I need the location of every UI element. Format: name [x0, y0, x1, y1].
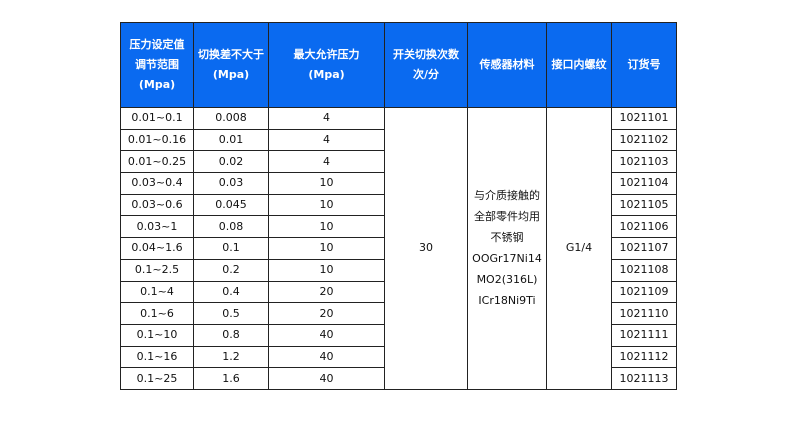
column-header: 订货号: [611, 22, 677, 108]
max-pressure-cell: 10: [268, 172, 385, 195]
max-pressure-cell: 10: [268, 258, 385, 282]
thread-cell: G1/4: [546, 107, 612, 390]
pressure-range-cell: 0.01~0.25: [120, 150, 194, 174]
switch-difference-cell: 0.03: [193, 172, 269, 195]
order-number-cell: 1021112: [611, 345, 677, 369]
pressure-range-cell: 0.01~0.1: [120, 107, 194, 130]
pressure-range-cell: 0.1~2.5: [120, 258, 194, 282]
column-header: 接口内螺纹: [546, 22, 612, 108]
table-row: 0.03~1 0.08 10 1021106: [120, 215, 677, 239]
switch-difference-cell: 0.01: [193, 128, 269, 152]
header-line: 订货号: [627, 58, 661, 71]
switch-difference-cell: 0.8: [193, 323, 269, 347]
max-pressure-cell: 20: [268, 280, 385, 304]
switch-difference-cell: 0.045: [193, 193, 269, 217]
table-row: 0.1~16 1.2 40 1021112: [120, 345, 677, 369]
max-pressure-cell: 4: [268, 128, 385, 152]
order-number-cell: 1021109: [611, 280, 677, 304]
material-line: ICr18Ni9Ti: [478, 294, 536, 308]
column-header: 传感器材料: [467, 22, 547, 108]
order-number-cell: 1021108: [611, 258, 677, 282]
max-pressure-cell: 10: [268, 215, 385, 239]
table-row: 0.01~0.25 0.02 4 1021103: [120, 150, 677, 174]
switch-difference-cell: 0.2: [193, 258, 269, 282]
switch-difference-cell: 1.6: [193, 367, 269, 390]
order-number-cell: 1021103: [611, 150, 677, 174]
order-number-cell: 1021111: [611, 323, 677, 347]
column-header: 开关切换次数 次/分: [384, 22, 468, 108]
spec-table: 压力设定值调节范围 (Mpa) 切换差不大于 (Mpa) 最大允许压力 (Mpa) 开关切换…: [120, 22, 677, 390]
order-number-cell: 1021101: [611, 107, 677, 130]
switch-difference-cell: 0.4: [193, 280, 269, 304]
material-line: 不锈钢: [490, 231, 524, 245]
max-pressure-cell: 4: [268, 150, 385, 174]
header-line: 次/分: [412, 68, 440, 81]
header-line: 切换差不大于: [198, 48, 264, 61]
pressure-range-cell: 0.1~16: [120, 345, 194, 369]
pressure-range-cell: 0.04~1.6: [120, 237, 194, 260]
sensor-material-cell: 与介质接触的 全部零件均用 不锈钢 OOGr17Ni14 MO2(316L) ICr18N…: [467, 107, 547, 390]
pressure-range-cell: 0.03~1: [120, 215, 194, 239]
switch-difference-cell: 0.008: [193, 107, 269, 130]
header-row: 压力设定值调节范围 (Mpa) 切换差不大于 (Mpa) 最大允许压力 (Mpa) 开关切换…: [120, 22, 677, 108]
order-number-cell: 1021113: [611, 367, 677, 390]
order-number-cell: 1021107: [611, 237, 677, 260]
header-line: (Mpa): [212, 68, 250, 81]
table-row: 0.04~1.6 0.1 10 1021107: [120, 237, 677, 260]
header-line: 最大允许压力: [293, 48, 360, 61]
order-number-cell: 1021110: [611, 302, 677, 325]
table-row: 0.01~0.16 0.01 4 1021102: [120, 128, 677, 152]
order-number-cell: 1021105: [611, 193, 677, 217]
material-line: MO2(316L): [476, 273, 538, 287]
max-pressure-cell: 4: [268, 107, 385, 130]
material-line: OOGr17Ni14: [472, 252, 542, 266]
pressure-range-cell: 0.03~0.6: [120, 193, 194, 217]
header-line: 调节范围: [135, 58, 179, 71]
table-row: 0.1~25 1.6 40 1021113: [120, 367, 677, 390]
order-number-cell: 1021106: [611, 215, 677, 239]
pressure-range-cell: 0.1~4: [120, 280, 194, 304]
order-number-cell: 1021104: [611, 172, 677, 195]
pressure-range-cell: 0.1~6: [120, 302, 194, 325]
pressure-range-cell: 0.03~0.4: [120, 172, 194, 195]
max-pressure-cell: 40: [268, 323, 385, 347]
table-row: 0.03~0.6 0.045 10 1021105: [120, 193, 677, 217]
max-pressure-cell: 10: [268, 237, 385, 260]
switch-difference-cell: 0.5: [193, 302, 269, 325]
column-header: 切换差不大于 (Mpa): [193, 22, 269, 108]
order-number-cell: 1021102: [611, 128, 677, 152]
switch-difference-cell: 1.2: [193, 345, 269, 369]
material-line: 与介质接触的: [474, 189, 540, 203]
max-pressure-cell: 40: [268, 367, 385, 390]
pressure-range-cell: 0.1~25: [120, 367, 194, 390]
header-line: (Mpa): [308, 68, 345, 81]
header-line: 传感器材料: [479, 58, 535, 71]
material-line: 全部零件均用: [474, 210, 540, 224]
pressure-range-cell: 0.01~0.16: [120, 128, 194, 152]
table-row: 0.1~4 0.4 20 1021109: [120, 280, 677, 304]
header-line: 压力设定值: [129, 38, 185, 51]
header-line: 接口内螺纹: [551, 58, 607, 71]
pressure-range-cell: 0.1~10: [120, 323, 194, 347]
column-header: 最大允许压力 (Mpa): [268, 22, 385, 108]
column-header: 压力设定值调节范围 (Mpa): [120, 22, 194, 108]
switch-count-cell: 30: [384, 107, 468, 390]
switch-difference-cell: 0.1: [193, 237, 269, 260]
max-pressure-cell: 20: [268, 302, 385, 325]
max-pressure-cell: 40: [268, 345, 385, 369]
switch-difference-cell: 0.08: [193, 215, 269, 239]
header-line: 开关切换次数: [393, 48, 459, 61]
table-row: 0.01~0.1 0.008 4 30 与介质接触的 全部零件均用 不锈钢 OOGr17Ni1…: [120, 107, 677, 390]
max-pressure-cell: 10: [268, 193, 385, 217]
table-row: 0.03~0.4 0.03 10 1021104: [120, 172, 677, 195]
switch-difference-cell: 0.02: [193, 150, 269, 174]
header-line: (Mpa): [138, 78, 176, 91]
